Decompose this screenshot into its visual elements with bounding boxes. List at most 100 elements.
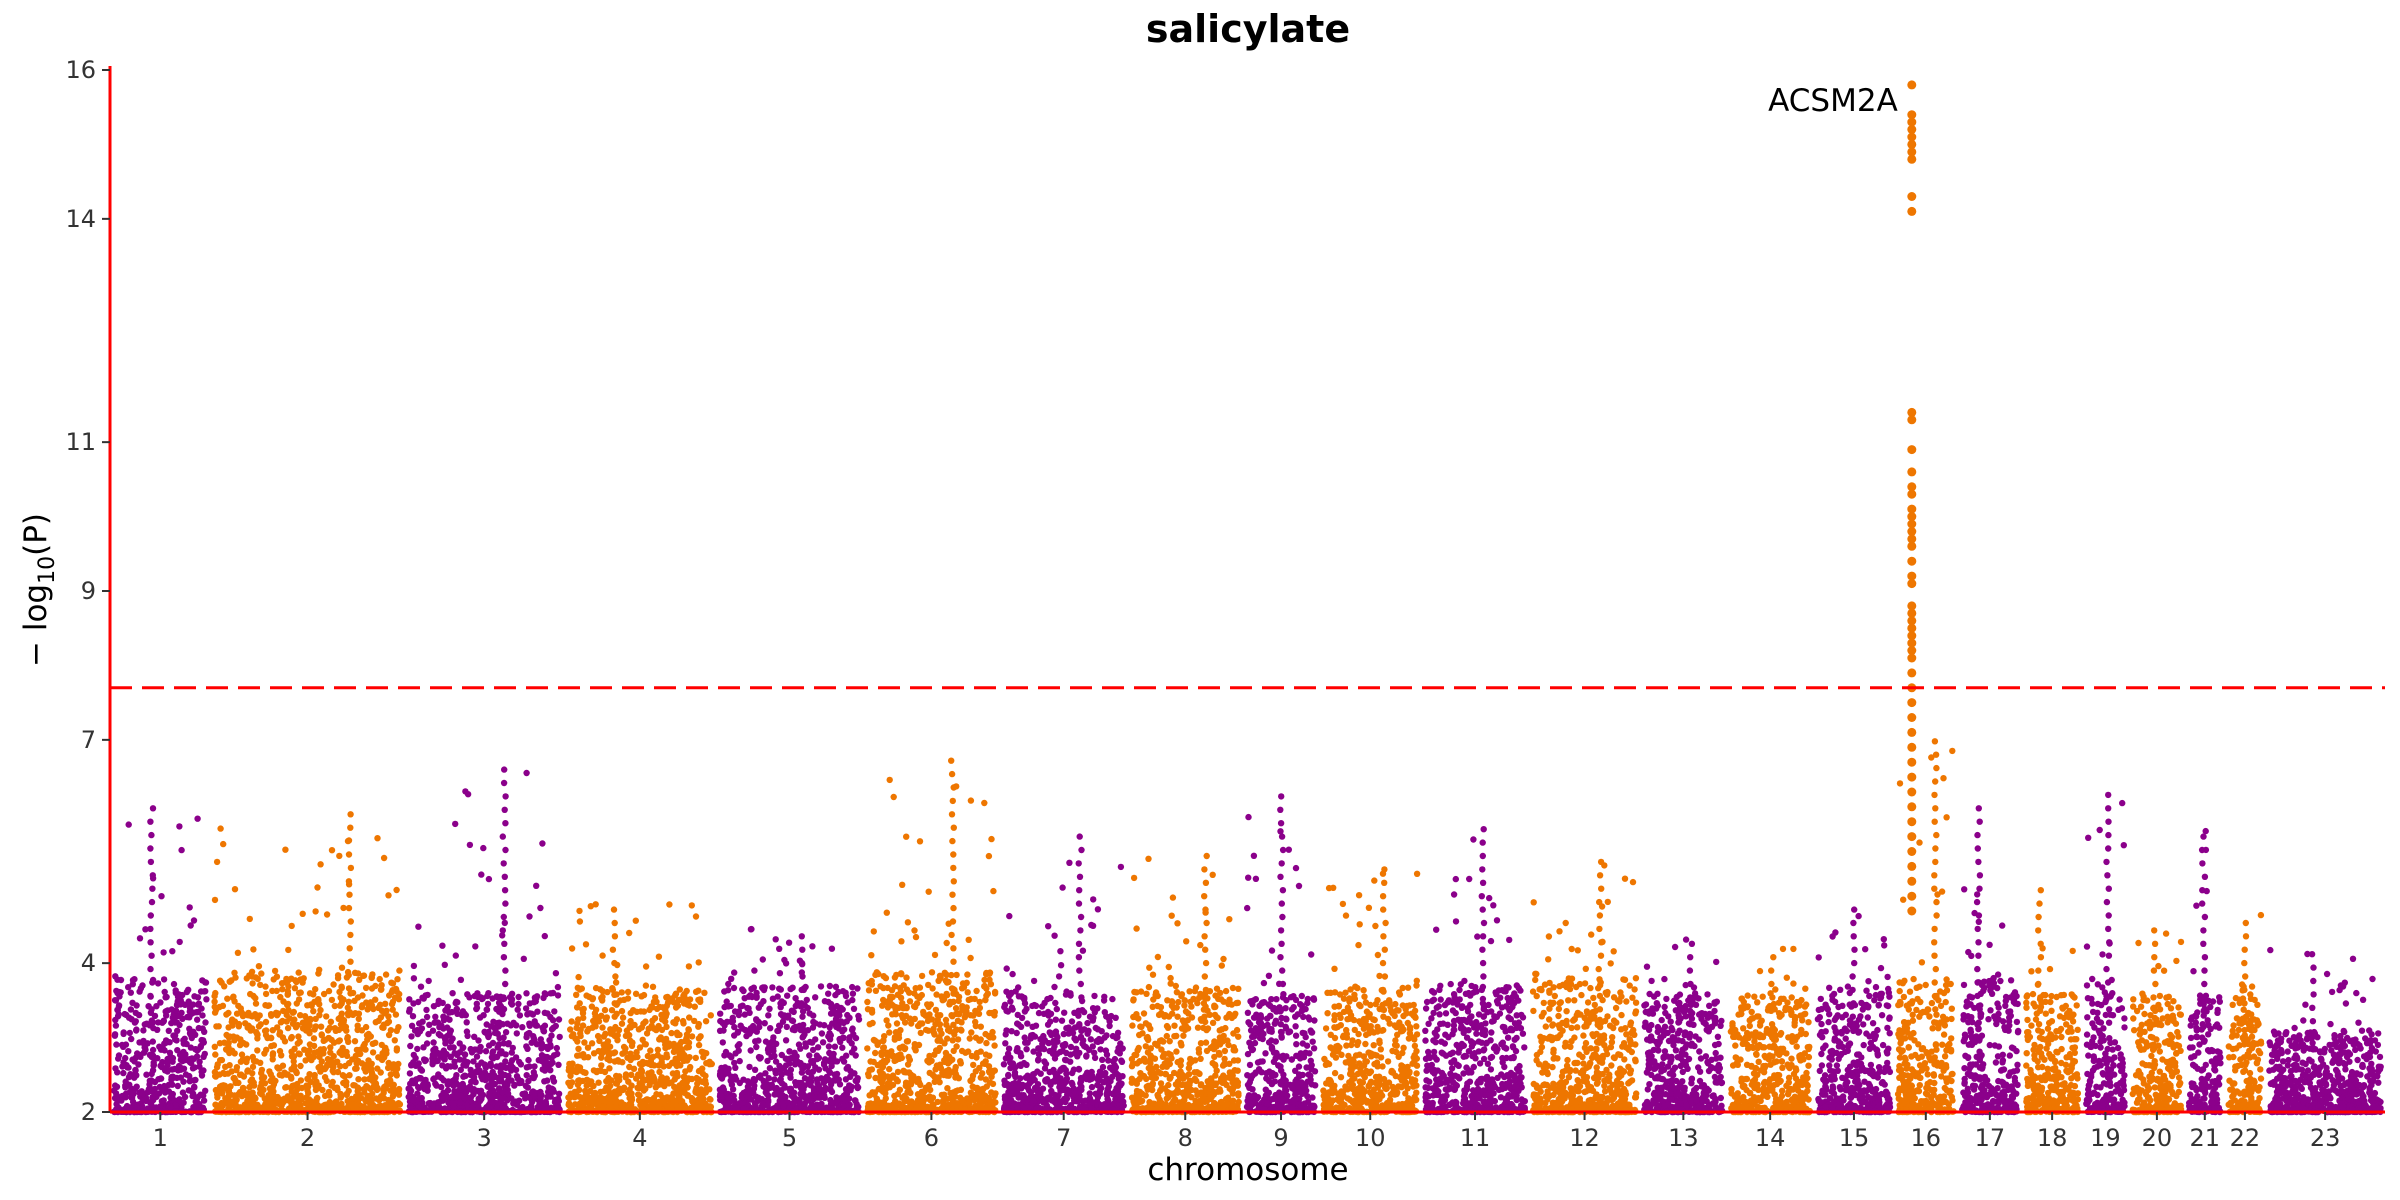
- chromosome-5-point: [746, 1030, 753, 1037]
- chromosome-6-point: [962, 1012, 969, 1019]
- chromosome-3-point: [449, 990, 456, 997]
- chromosome-5-point: [732, 1064, 739, 1072]
- chromosome-2-point: [220, 1085, 227, 1093]
- chromosome-2-point: [274, 1064, 281, 1071]
- chromosome-2-point: [213, 1064, 221, 1071]
- chromosome-4-point: [691, 1003, 698, 1010]
- chromosome-3-point: [440, 1013, 447, 1020]
- chromosome-4-point: [646, 1081, 653, 1089]
- chromosome-2-point: [388, 1000, 396, 1008]
- chromosome-3-point: [409, 1013, 417, 1020]
- chromosome-5-point: [826, 1036, 834, 1043]
- chromosome-2-point: [249, 1070, 256, 1077]
- chromosome-4-point: [663, 994, 670, 1001]
- chromosome-6-point: [867, 1058, 874, 1065]
- chromosome-2-point: [387, 1027, 395, 1034]
- chromosome-1-point: [147, 858, 155, 866]
- chromosome-6-point: [954, 1017, 962, 1024]
- chromosome-2-point: [378, 1055, 385, 1063]
- chromosome-3-point: [447, 1038, 455, 1045]
- chromosome-3-point: [464, 1032, 471, 1040]
- chromosome-4-point: [585, 1025, 592, 1033]
- chromosome-4-point: [592, 1013, 599, 1020]
- chromosome-4-point: [606, 1089, 613, 1096]
- chromosome-2-point: [231, 1092, 238, 1099]
- chromosome-2-point: [346, 1072, 353, 1079]
- chromosome-1-point: [120, 1043, 127, 1051]
- chromosome-6-point: [882, 1059, 889, 1066]
- chromosome-5-point: [774, 993, 781, 1000]
- chromosome-2-point: [230, 993, 237, 1000]
- chromosome-3-point: [429, 1051, 436, 1059]
- chromosome-2-point: [279, 1062, 287, 1069]
- chromosome-2-point: [382, 1102, 389, 1109]
- chromosome-3-point: [466, 1086, 474, 1093]
- chromosome-4-point: [695, 959, 702, 966]
- chromosome-6-point: [900, 1005, 907, 1012]
- chromosome-3-point: [529, 1011, 537, 1018]
- chromosome-5-point: [776, 970, 784, 977]
- chromosome-6-point: [925, 981, 932, 989]
- chromosome-6-point: [972, 1034, 980, 1041]
- chromosome-2-point: [267, 1034, 275, 1042]
- chromosome-6-point: [976, 1064, 983, 1072]
- chromosome-4-point: [592, 901, 599, 908]
- chromosome-4-point: [642, 963, 650, 970]
- chromosome-2-point: [365, 1098, 372, 1105]
- chromosome-4-point: [565, 1079, 572, 1087]
- chromosome-2-point: [344, 837, 352, 845]
- chromosome-5-point: [807, 1104, 815, 1111]
- chromosome-6-point: [889, 1072, 897, 1079]
- chromosome-3-point: [491, 1029, 499, 1037]
- chromosome-2-point: [250, 992, 257, 1000]
- chromosome-2-point: [390, 1081, 397, 1089]
- chromosome-4-point: [599, 1024, 606, 1031]
- chromosome-3-point: [431, 1019, 438, 1026]
- chromosome-2-point: [298, 1084, 306, 1092]
- chromosome-5-point: [819, 1039, 827, 1046]
- chromosome-1-point: [149, 979, 156, 986]
- chromosome-3-point: [471, 1033, 478, 1041]
- chromosome-1-point: [197, 1091, 204, 1098]
- chromosome-3-point: [425, 1030, 432, 1038]
- chromosome-5-point: [762, 1038, 770, 1045]
- chromosome-2-point: [393, 886, 400, 894]
- chromosome-5-point: [753, 989, 760, 997]
- data-points: [110, 80, 2384, 1116]
- chromosome-1-point: [149, 885, 156, 892]
- chromosome-4-point: [700, 1050, 708, 1057]
- chromosome-3-point: [531, 1063, 538, 1070]
- chromosome-6-point: [985, 1096, 993, 1103]
- chromosome-3-point: [496, 1064, 504, 1072]
- chromosome-5-point: [841, 1026, 848, 1033]
- chromosome-1-point: [125, 984, 132, 991]
- chromosome-6-point: [985, 1068, 993, 1075]
- chromosome-3-point: [483, 1021, 490, 1028]
- chromosome-1-point: [147, 818, 154, 825]
- chromosome-2-point: [339, 1044, 346, 1052]
- chromosome-2-point: [268, 1042, 275, 1050]
- chromosome-6-point: [901, 1045, 908, 1053]
- chromosome-4-point: [580, 1051, 587, 1058]
- chromosome-4-point: [592, 1023, 599, 1030]
- chromosome-1-point: [167, 1103, 174, 1111]
- chromosome-5-point: [816, 1101, 823, 1109]
- chromosome-5-point: [759, 956, 766, 963]
- chromosome-2-point: [220, 840, 227, 848]
- chromosome-6-point: [948, 1012, 955, 1019]
- chromosome-1-point: [194, 815, 201, 822]
- chromosome-4-point: [611, 1013, 618, 1020]
- chromosome-1-point: [178, 846, 185, 854]
- chromosome-2-point: [214, 1094, 221, 1101]
- chromosome-3-point: [548, 1032, 555, 1039]
- chromosome-1-point: [180, 1037, 187, 1044]
- chromosome-4-point: [647, 1047, 654, 1054]
- chromosome-6-point: [870, 1036, 878, 1044]
- chromosome-5-point: [761, 1078, 768, 1085]
- chromosome-3-point: [448, 1093, 455, 1101]
- chromosome-5-point: [766, 1005, 773, 1012]
- chromosome-2-point: [237, 1058, 245, 1065]
- chromosome-4-point: [581, 1039, 588, 1046]
- chromosome-2-point: [376, 975, 383, 983]
- chromosome-1-point: [175, 1062, 183, 1070]
